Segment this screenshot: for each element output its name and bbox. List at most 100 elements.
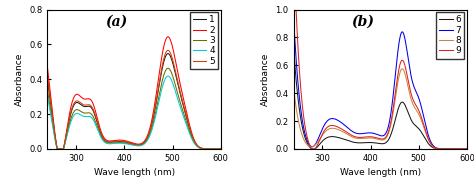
3 bbox=[129, 143, 135, 146]
6 bbox=[375, 142, 381, 144]
1 bbox=[45, 78, 50, 80]
6 bbox=[291, 45, 296, 48]
1 bbox=[54, 143, 59, 145]
5 bbox=[213, 148, 219, 150]
2 bbox=[55, 148, 60, 150]
6 bbox=[427, 144, 433, 147]
8 bbox=[291, 87, 296, 89]
5 bbox=[54, 143, 59, 145]
4 bbox=[45, 94, 50, 97]
7 bbox=[370, 132, 376, 134]
3 bbox=[55, 148, 60, 150]
4 bbox=[218, 148, 224, 150]
Legend: 6, 7, 8, 9: 6, 7, 8, 9 bbox=[436, 12, 464, 59]
4 bbox=[54, 144, 59, 146]
4 bbox=[213, 148, 219, 150]
Line: 7: 7 bbox=[293, 16, 467, 149]
6 bbox=[464, 148, 470, 150]
2 bbox=[213, 148, 219, 150]
Legend: 1, 2, 3, 4, 5: 1, 2, 3, 4, 5 bbox=[190, 12, 218, 69]
1 bbox=[55, 148, 60, 150]
7 bbox=[459, 148, 465, 150]
7 bbox=[427, 139, 433, 141]
5 bbox=[45, 75, 50, 78]
6 bbox=[459, 148, 465, 150]
1 bbox=[124, 141, 130, 144]
Line: 9: 9 bbox=[293, 0, 467, 149]
7 bbox=[459, 148, 465, 150]
9 bbox=[427, 141, 433, 144]
5 bbox=[213, 148, 219, 150]
9 bbox=[464, 148, 470, 150]
3 bbox=[218, 148, 224, 150]
4 bbox=[129, 144, 135, 146]
9 bbox=[459, 148, 465, 150]
5 bbox=[129, 142, 135, 145]
8 bbox=[464, 148, 470, 150]
3 bbox=[213, 148, 219, 150]
6 bbox=[459, 148, 465, 150]
5 bbox=[55, 148, 60, 150]
7 bbox=[291, 15, 296, 17]
6 bbox=[371, 142, 376, 144]
4 bbox=[213, 148, 219, 150]
3 bbox=[213, 148, 219, 150]
6 bbox=[300, 126, 305, 129]
8 bbox=[370, 137, 376, 139]
7 bbox=[464, 148, 470, 150]
8 bbox=[459, 148, 465, 150]
1 bbox=[213, 148, 219, 150]
1 bbox=[129, 142, 135, 145]
2 bbox=[218, 148, 224, 150]
8 bbox=[375, 138, 381, 140]
5 bbox=[124, 141, 130, 143]
8 bbox=[459, 148, 465, 150]
7 bbox=[300, 120, 305, 122]
3 bbox=[124, 142, 130, 145]
1 bbox=[218, 148, 224, 150]
5 bbox=[181, 106, 187, 108]
2 bbox=[181, 100, 187, 103]
1 bbox=[181, 107, 187, 110]
4 bbox=[181, 117, 187, 119]
Line: 4: 4 bbox=[47, 76, 221, 149]
8 bbox=[300, 135, 305, 137]
Line: 3: 3 bbox=[47, 68, 221, 149]
Y-axis label: Absorbance: Absorbance bbox=[261, 53, 270, 106]
2 bbox=[45, 66, 50, 68]
Line: 6: 6 bbox=[293, 47, 467, 149]
5 bbox=[218, 148, 224, 150]
9 bbox=[375, 137, 381, 139]
6 bbox=[309, 148, 315, 150]
9 bbox=[371, 136, 376, 138]
X-axis label: Wave length (nm): Wave length (nm) bbox=[340, 168, 421, 177]
8 bbox=[400, 68, 405, 70]
4 bbox=[124, 143, 130, 145]
9 bbox=[309, 148, 315, 150]
7 bbox=[375, 134, 381, 136]
Line: 5: 5 bbox=[47, 50, 221, 149]
Line: 2: 2 bbox=[47, 37, 221, 149]
1 bbox=[213, 148, 219, 150]
Line: 1: 1 bbox=[47, 54, 221, 149]
1 bbox=[165, 53, 171, 55]
3 bbox=[165, 67, 171, 69]
3 bbox=[181, 114, 187, 116]
Line: 8: 8 bbox=[293, 69, 467, 149]
9 bbox=[459, 148, 465, 150]
2 bbox=[124, 140, 130, 142]
X-axis label: Wave length (nm): Wave length (nm) bbox=[93, 168, 174, 177]
3 bbox=[54, 144, 59, 146]
4 bbox=[55, 148, 60, 150]
Text: (b): (b) bbox=[351, 15, 374, 29]
9 bbox=[300, 105, 305, 107]
2 bbox=[54, 142, 59, 144]
8 bbox=[427, 142, 433, 144]
2 bbox=[129, 142, 135, 144]
Text: (a): (a) bbox=[106, 15, 128, 29]
5 bbox=[165, 49, 171, 51]
2 bbox=[165, 36, 171, 38]
3 bbox=[45, 89, 50, 91]
2 bbox=[213, 148, 219, 150]
4 bbox=[165, 75, 171, 77]
